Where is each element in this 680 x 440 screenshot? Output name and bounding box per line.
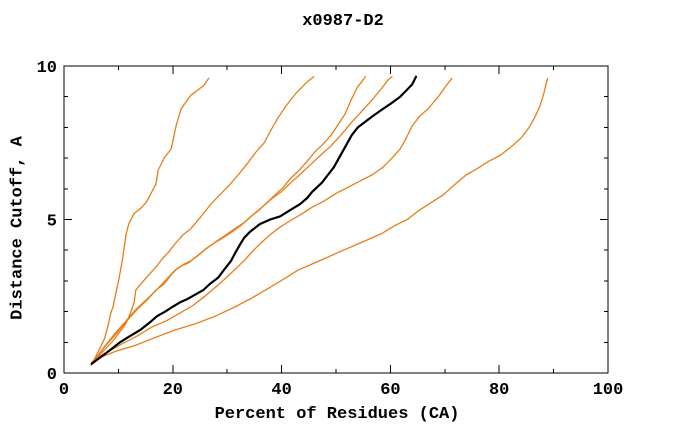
curve-model-4	[94, 76, 393, 360]
curve-model-1	[90, 77, 210, 366]
y-tick-label-5: 5	[47, 213, 57, 232]
curve-model-2	[91, 76, 315, 363]
x-tick-label-40: 40	[271, 381, 291, 400]
x-tick-label-80: 80	[489, 381, 509, 400]
curve-model-5	[93, 77, 453, 362]
x-tick-label-20: 20	[163, 381, 183, 400]
x-tick-label-0: 0	[59, 381, 69, 400]
x-axis-label: Percent of Residues (CA)	[214, 405, 460, 424]
curve-highlighted-model	[90, 75, 418, 365]
y-tick-label-10: 10	[37, 59, 57, 78]
curve-model-6	[95, 77, 549, 360]
chart-title: x0987-D2	[302, 12, 384, 31]
x-tick-label-100: 100	[593, 381, 624, 400]
curve-model-3	[93, 76, 367, 362]
y-tick-label-0: 0	[47, 366, 57, 385]
x-tick-label-60: 60	[380, 381, 400, 400]
